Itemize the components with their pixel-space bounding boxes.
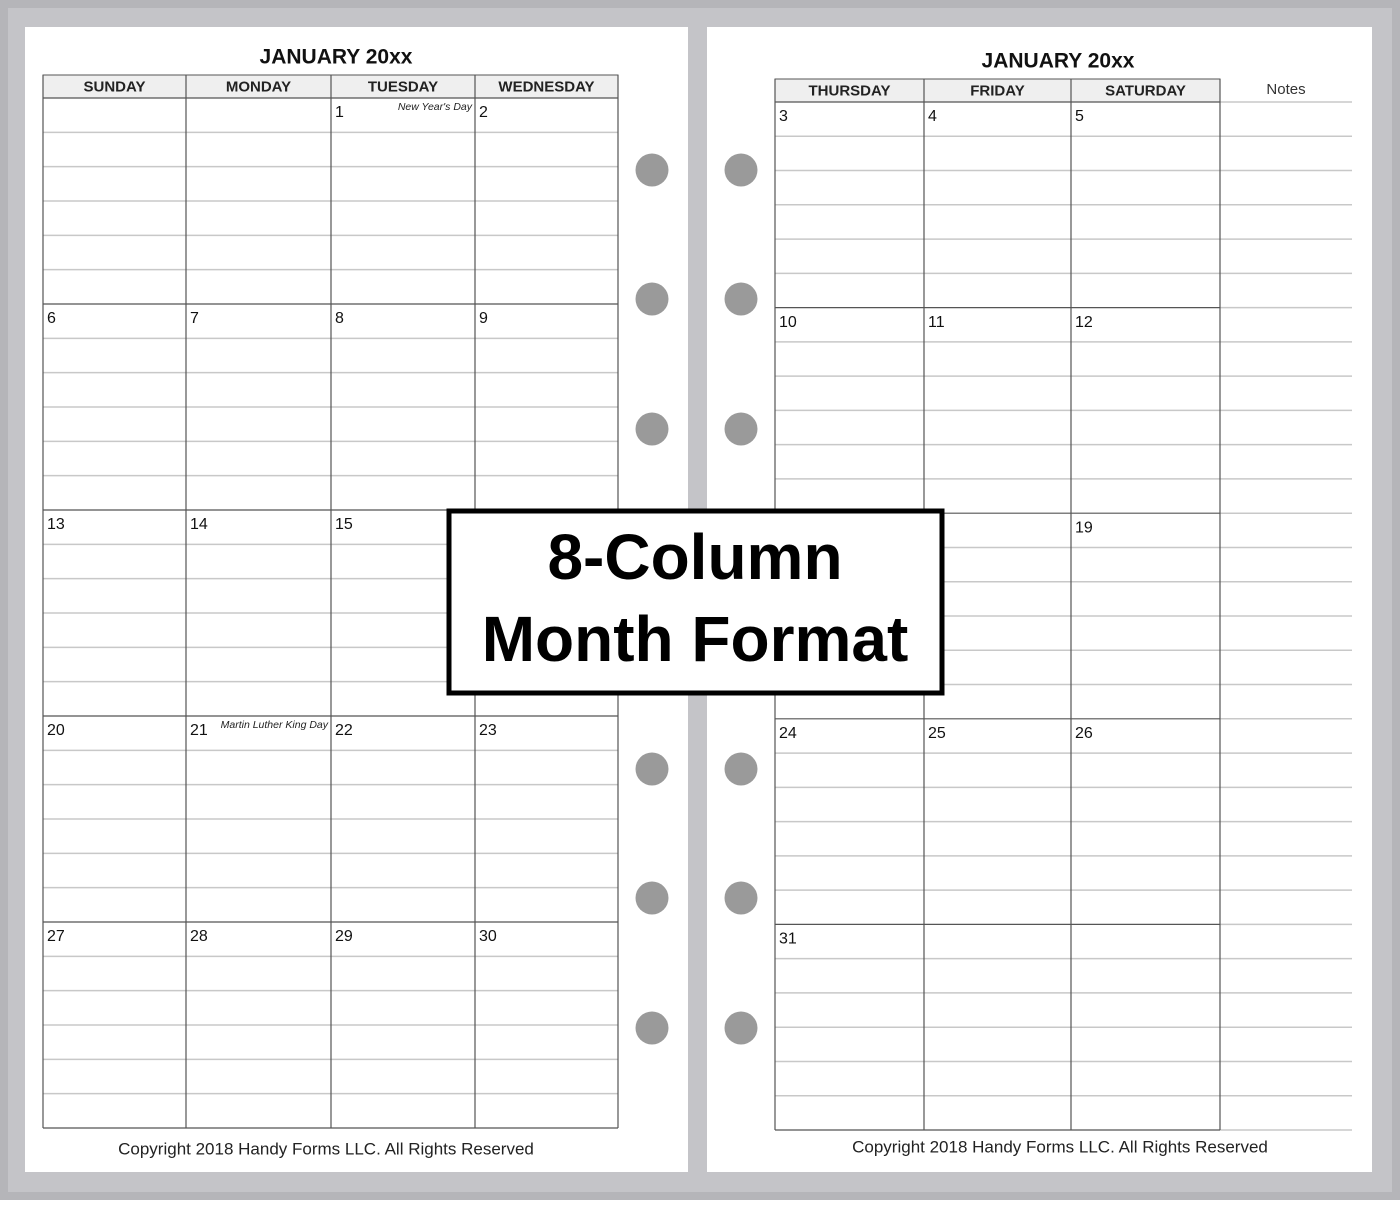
day-number: 1 — [335, 104, 344, 121]
day-number: 10 — [779, 314, 797, 331]
punch-hole — [724, 282, 758, 316]
day-number: 13 — [47, 516, 65, 533]
day-number: 30 — [479, 928, 497, 945]
page-title: JANUARY 20xx — [982, 50, 1135, 73]
day-number: 7 — [190, 310, 199, 327]
holiday-note: Martin Luther King Day — [221, 719, 329, 731]
day-number: 9 — [479, 310, 488, 327]
day-number: 8 — [335, 310, 344, 327]
copyright: Copyright 2018 Handy Forms LLC. All Righ… — [118, 1139, 534, 1158]
day-number: 6 — [47, 310, 56, 327]
copyright: Copyright 2018 Handy Forms LLC. All Righ… — [852, 1137, 1268, 1156]
day-header: FRIDAY — [970, 82, 1024, 99]
punch-hole — [724, 153, 758, 187]
day-header: WEDNESDAY — [498, 78, 594, 95]
day-number: 4 — [928, 108, 937, 125]
punch-hole — [635, 752, 669, 786]
punch-hole — [724, 412, 758, 446]
day-header: MONDAY — [226, 78, 291, 95]
day-header: SUNDAY — [84, 78, 146, 95]
overlay-text: Month Format — [482, 603, 909, 675]
day-number: 28 — [190, 928, 208, 945]
day-number: 21 — [190, 722, 208, 739]
day-number: 19 — [1075, 519, 1093, 536]
day-header: TUESDAY — [368, 78, 438, 95]
calendar-grids: SUNDAY MONDAY TUESDAY WEDNESDAY 1 New Year's … — [42, 74, 1352, 1131]
day-number: 26 — [1075, 725, 1093, 742]
day-number: 11 — [928, 314, 945, 331]
day-number: 12 — [1075, 314, 1093, 331]
punch-hole — [724, 881, 758, 915]
punch-hole — [724, 1011, 758, 1045]
day-number: 29 — [335, 928, 353, 945]
day-header: THURSDAY — [809, 82, 891, 99]
punch-hole — [724, 752, 758, 786]
punch-hole — [635, 153, 669, 187]
day-number: 20 — [47, 722, 65, 739]
day-number: 22 — [335, 722, 353, 739]
notes-label: Notes — [1266, 81, 1305, 98]
punch-hole — [635, 1011, 669, 1045]
day-number: 31 — [779, 931, 797, 948]
day-number: 2 — [479, 104, 488, 121]
overlay-text: 8-Column — [547, 521, 842, 593]
punch-hole — [635, 412, 669, 446]
overlay-box — [446, 508, 945, 696]
day-header: SATURDAY — [1105, 82, 1186, 99]
punch-holes — [635, 153, 758, 1045]
day-number: 5 — [1075, 108, 1084, 125]
day-number: 24 — [779, 725, 797, 742]
day-number: 25 — [928, 725, 946, 742]
day-number: 27 — [47, 928, 65, 945]
page-title: JANUARY 20xx — [260, 46, 413, 69]
punch-hole — [635, 282, 669, 316]
day-number: 14 — [190, 516, 208, 533]
punch-hole — [635, 881, 669, 915]
day-number: 15 — [335, 516, 353, 533]
holiday-note: New Year's Day — [398, 101, 473, 113]
day-number: 23 — [479, 722, 497, 739]
day-number: 3 — [779, 108, 788, 125]
